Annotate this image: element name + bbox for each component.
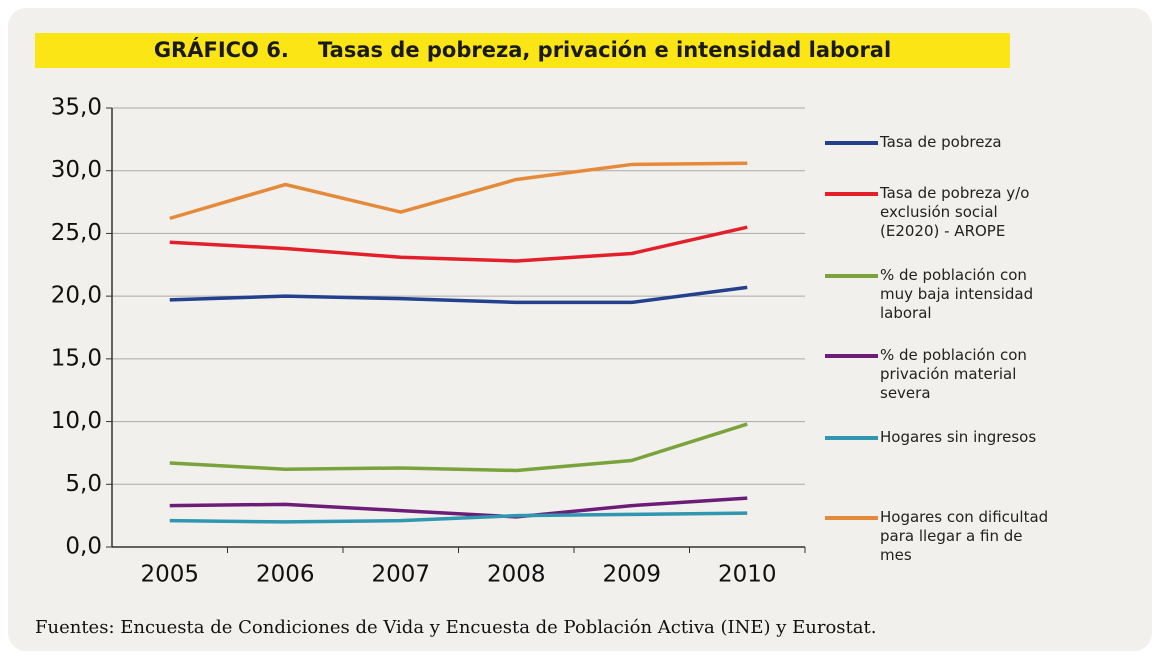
y-tick-label: 15,0 <box>51 345 102 371</box>
y-tick-label: 20,0 <box>51 283 102 309</box>
chart-title: GRÁFICO 6. Tasas de pobreza, privación e… <box>35 33 1010 68</box>
series-line <box>169 496 748 519</box>
y-tick-label: 30,0 <box>51 157 102 183</box>
source-note: Fuentes: Encuesta de Condiciones de Vida… <box>35 617 877 638</box>
series-line <box>169 511 748 524</box>
legend-label: % de población con privación material se… <box>880 346 1027 402</box>
y-tick-label: 0,0 <box>65 534 102 560</box>
x-tick-label: 2006 <box>256 562 315 588</box>
y-tick-label: 5,0 <box>65 471 102 497</box>
legend-label: Hogares sin ingresos <box>880 428 1037 446</box>
legend-entry: Hogares sin ingresos <box>825 428 1055 447</box>
legend-swatch <box>825 516 878 520</box>
x-tick-label: 2008 <box>487 562 546 588</box>
legend-entry: % de población con privación material se… <box>825 346 1055 403</box>
legend-entry: % de población con muy baja intensidad l… <box>825 266 1055 323</box>
legend-entry: Hogares con dificultad para llegar a fin… <box>825 508 1055 565</box>
legend-label: % de población con muy baja intensidad l… <box>880 266 1034 322</box>
y-tick-label: 10,0 <box>51 408 102 434</box>
series-line <box>169 285 748 305</box>
y-tick-label: 35,0 <box>51 95 102 121</box>
legend-entry: Tasa de pobreza <box>825 133 1055 152</box>
y-tick-label: 25,0 <box>51 220 102 246</box>
legend-swatch <box>825 436 878 440</box>
legend-swatch <box>825 274 878 278</box>
series-line <box>169 422 748 473</box>
legend-label: Tasa de pobreza y/o exclusión social (E2… <box>880 184 1030 240</box>
panel <box>8 8 1152 651</box>
x-tick-label: 2010 <box>718 562 777 588</box>
legend-swatch <box>825 354 878 358</box>
legend-entry: Tasa de pobreza y/o exclusión social (E2… <box>825 184 1055 241</box>
legend-swatch <box>825 141 878 145</box>
x-tick-label: 2009 <box>602 562 661 588</box>
legend: Tasa de pobreza Tasa de pobreza y/o exclu… <box>825 0 1155 600</box>
series-line <box>169 161 748 221</box>
series-line <box>169 225 748 263</box>
x-tick-label: 2005 <box>140 562 199 588</box>
legend-swatch <box>825 192 878 196</box>
legend-label: Tasa de pobreza <box>880 133 1002 151</box>
x-tick-label: 2007 <box>371 562 430 588</box>
legend-label: Hogares con dificultad para llegar a fin… <box>880 508 1049 564</box>
